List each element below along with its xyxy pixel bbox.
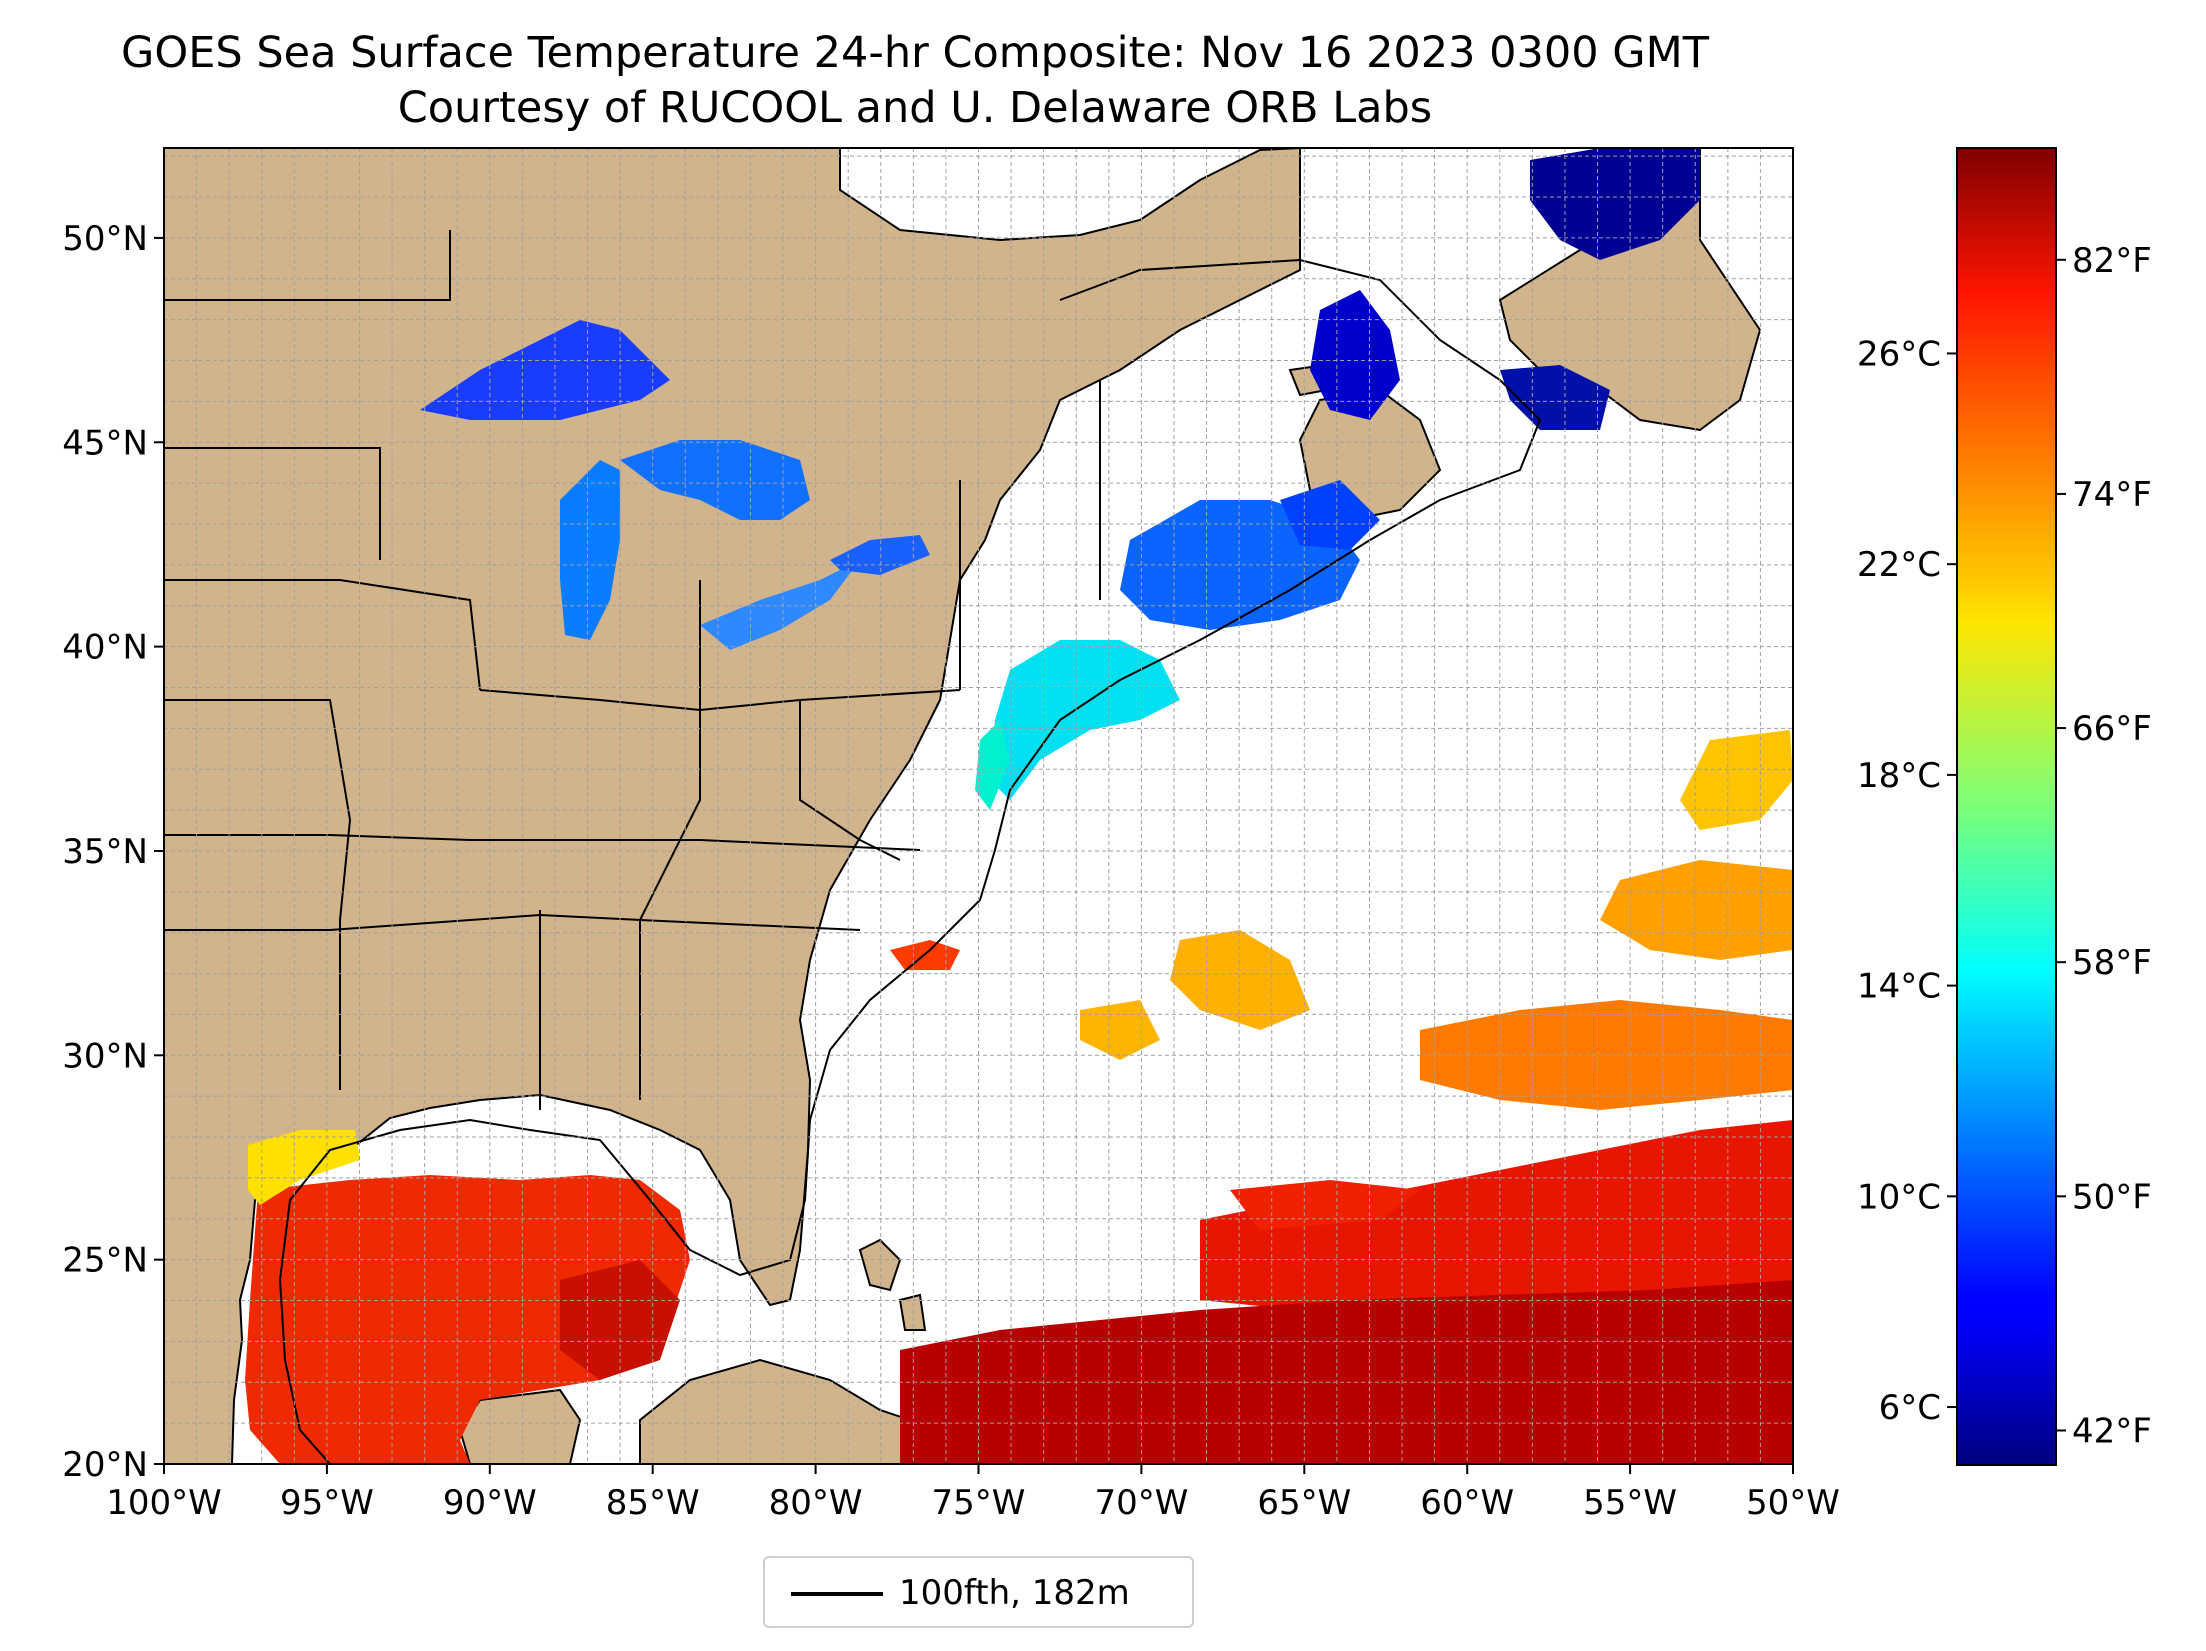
lon-tick-label: 55°W [1583, 1483, 1677, 1523]
lon-tick-label: 90°W [443, 1483, 537, 1523]
celsius-tick-label: 26°C [1857, 334, 1941, 374]
lat-tick-label: 25°N [62, 1241, 148, 1281]
legend-isobath-swatch [791, 1592, 883, 1596]
lon-tick-label: 100°W [106, 1483, 222, 1523]
map-subtitle: Courtesy of RUCOOL and U. Delaware ORB L… [397, 83, 1433, 133]
fahrenheit-tick-label: 66°F [2072, 709, 2152, 749]
map-legend: 100fth, 182m [763, 1556, 1194, 1628]
lake-huron [620, 440, 810, 520]
longitude-axis: 100°W 95°W 90°W 85°W 80°W 75°W 70°W 65°W 60°W 55°… [106, 1464, 1840, 1523]
fahrenheit-tick-label: 42°F [2072, 1411, 2152, 1451]
sst-subtropical-layer [900, 730, 1793, 1464]
lake-ontario [830, 535, 930, 575]
sst-atlantic-red [1200, 1120, 1793, 1310]
graticule [164, 148, 1793, 1464]
lon-tick-label: 75°W [932, 1483, 1026, 1523]
lon-tick-label: 65°W [1257, 1483, 1351, 1523]
sst-gulf-stlawrence [1310, 290, 1400, 420]
fahrenheit-tick-label: 58°F [2072, 943, 2152, 983]
celsius-tick-label: 18°C [1857, 756, 1941, 796]
sst-patch-orange-4 [1080, 1000, 1160, 1060]
fahrenheit-tick-label: 50°F [2072, 1177, 2152, 1217]
map-title: GOES Sea Surface Temperature 24-hr Compo… [121, 28, 1709, 78]
fahrenheit-tick-label: 74°F [2072, 475, 2152, 515]
lon-tick-label: 70°W [1094, 1483, 1188, 1523]
sst-gulf-main [245, 1175, 690, 1464]
lat-tick-label: 40°N [62, 628, 148, 668]
lat-tick-label: 35°N [62, 832, 148, 872]
lon-tick-label: 60°W [1420, 1483, 1514, 1523]
sst-coastal-layer [890, 148, 1700, 970]
lat-tick-label: 30°N [62, 1036, 148, 1076]
state-boundaries [164, 230, 1101, 1110]
great-lakes-layer [420, 320, 930, 650]
colorbar-celsius-axis: 6°C 10°C 14°C 18°C 22°C 26°C [1857, 334, 1957, 1428]
sst-chesapeake [975, 720, 1010, 810]
legend-isobath-label: 100fth, 182m [899, 1573, 1130, 1613]
lat-tick-label: 50°N [62, 219, 148, 259]
colorbar-fahrenheit-axis: 42°F 50°F 58°F 66°F 74°F 82°F [2056, 241, 2152, 1451]
lon-tick-label: 80°W [769, 1483, 863, 1523]
sst-patch-orange-1 [1600, 860, 1793, 960]
lake-superior [420, 320, 670, 420]
colorbar [1956, 147, 2057, 1466]
sst-patch-yellow [1680, 730, 1793, 830]
sst-caribbean-darkred [900, 1280, 1793, 1464]
lon-tick-label: 85°W [606, 1483, 700, 1523]
lat-tick-label: 20°N [62, 1445, 148, 1485]
sst-mid-atlantic-shelf [990, 640, 1180, 800]
lon-tick-label: 50°W [1746, 1483, 1840, 1523]
celsius-tick-label: 6°C [1879, 1388, 1941, 1428]
lat-tick-label: 45°N [62, 423, 148, 463]
sst-scotian-shelf [1280, 480, 1380, 550]
lake-erie [700, 560, 860, 650]
sst-labrador-sea [1530, 148, 1700, 260]
latitude-axis: 20°N 25°N 30°N 35°N 40°N 45°N 50°N [62, 219, 164, 1485]
celsius-tick-label: 14°C [1857, 967, 1941, 1007]
lake-michigan [560, 460, 620, 640]
celsius-tick-label: 22°C [1857, 545, 1941, 585]
lon-tick-label: 95°W [280, 1483, 374, 1523]
celsius-tick-label: 10°C [1857, 1177, 1941, 1217]
fahrenheit-tick-label: 82°F [2072, 241, 2152, 281]
sst-newfoundland-south [1500, 365, 1610, 430]
sst-patch-orange-2 [1170, 930, 1310, 1030]
sst-north-red-band [1230, 1180, 1420, 1230]
